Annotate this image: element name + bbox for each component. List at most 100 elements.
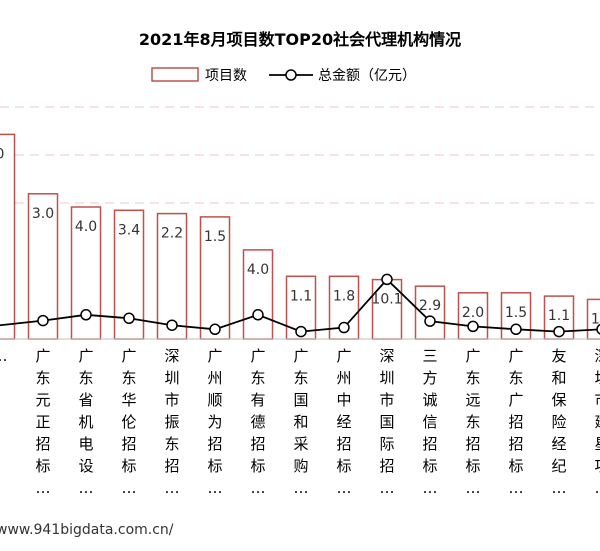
category-label-12-char-2: 东 xyxy=(465,369,480,387)
data-labels: 0 3.0 4.0 3.4 2.2 1.5 4.0 1.1 1.8 10.1 2.9 2.0 1.5 1.… xyxy=(0,146,600,327)
amount-marker-5 xyxy=(166,319,178,331)
category-label-11-char-4: 信 xyxy=(422,413,437,431)
category-label-8-char-5: 采 xyxy=(293,435,308,453)
category-label-7-char-1: 广 xyxy=(250,347,265,365)
category-label-9-char-5: 招 xyxy=(336,435,351,453)
category-label-4-char-6: 标 xyxy=(121,457,136,475)
category-label-10-char-7: … xyxy=(380,479,395,497)
category-label-7-char-3: 有 xyxy=(250,391,265,409)
category-label-3-char-6: 设 xyxy=(78,457,93,475)
category-label-12-char-3: 远 xyxy=(465,391,480,409)
amount-marker-7 xyxy=(252,309,264,321)
category-label-11-char-1: 三 xyxy=(422,347,437,365)
amount-line xyxy=(0,273,600,338)
data-label-6: 1.5 xyxy=(204,229,226,245)
category-label-14-char-7: … xyxy=(552,479,567,497)
category-label-10-char-5: 际 xyxy=(379,435,394,453)
category-label-14-char-3: 保 xyxy=(551,391,566,409)
category-label-3-char-4: 机 xyxy=(78,413,93,431)
category-labels: …广东元正招标…广东省机电设…广东华伦招标…深圳市振东招…广州顺为招标…广东有德… xyxy=(0,347,600,497)
category-label-2-char-2: 东 xyxy=(35,369,50,387)
category-label-13-char-3: 广 xyxy=(508,391,523,409)
category-label-13-char-4: 招 xyxy=(508,413,523,431)
amount-marker-15 xyxy=(596,323,600,335)
category-label-3-char-3: 省 xyxy=(78,391,93,409)
category-label-8-char-4: 和 xyxy=(293,413,308,431)
category-label-9-char-7: … xyxy=(337,479,352,497)
legend-bar-swatch xyxy=(151,67,199,82)
data-label-13: 1.5 xyxy=(505,305,527,321)
category-label-6-char-4: 为 xyxy=(207,413,222,431)
amount-marker-6 xyxy=(209,323,221,336)
category-label-14-char-6: 纪 xyxy=(551,457,566,475)
category-label-14-char-5: 经 xyxy=(551,435,566,453)
category-label-12-char-6: 标 xyxy=(465,457,480,475)
category-label-12-char-4: 东 xyxy=(465,413,480,431)
amount-marker-2 xyxy=(37,314,49,327)
category-label-13-char-7: … xyxy=(509,479,524,497)
data-label-4: 3.4 xyxy=(118,222,140,238)
category-label-2-char-5: 招 xyxy=(35,435,50,453)
amount-marker-9 xyxy=(338,321,350,334)
data-label-7: 4.0 xyxy=(247,262,269,278)
category-label-14-char-2: 和 xyxy=(551,369,566,387)
category-label-6-char-1: 广 xyxy=(207,347,222,365)
category-label-13-char-5: 招 xyxy=(508,435,523,453)
data-label-5: 2.2 xyxy=(161,226,183,242)
category-label-5-char-6: 招 xyxy=(164,457,179,475)
category-label-3-char-7: … xyxy=(79,479,94,497)
legend-line-label: 总金额（亿元） xyxy=(318,68,416,84)
category-label-5-char-7: … xyxy=(165,479,180,497)
bar-7 xyxy=(242,249,274,340)
amount-marker-4 xyxy=(123,312,135,325)
category-label-10-char-4: 国 xyxy=(379,413,394,431)
category-label-8-char-3: 国 xyxy=(293,391,308,409)
chart-title: 2021年8月项目数TOP20社会代理机构情况 xyxy=(139,30,461,49)
category-label-4-char-1: 广 xyxy=(121,347,136,365)
category-label-7-char-7: … xyxy=(251,479,266,497)
bar-2 xyxy=(27,193,59,340)
category-label-1-char-1: … xyxy=(0,347,8,365)
category-label-13-char-6: 标 xyxy=(508,457,523,475)
data-label-15: 1.5 xyxy=(591,311,600,327)
category-label-4-char-2: 东 xyxy=(121,369,136,387)
legend: 项目数 总金额（亿元） xyxy=(151,67,416,84)
category-label-10-char-6: 招 xyxy=(379,457,394,475)
category-label-8-char-1: 广 xyxy=(293,347,308,365)
category-label-14-char-4: 险 xyxy=(551,413,566,431)
category-label-15-char-6: 项 xyxy=(594,457,600,475)
category-label-4-char-4: 伦 xyxy=(121,413,136,431)
category-label-6-char-3: 顺 xyxy=(207,391,222,409)
category-label-2-char-4: 正 xyxy=(35,413,50,431)
bar-6 xyxy=(199,216,231,340)
category-label-7-char-6: 标 xyxy=(250,457,265,475)
category-label-10-char-1: 深 xyxy=(379,347,394,365)
category-label-3-char-5: 电 xyxy=(78,435,93,453)
category-label-12-char-1: 广 xyxy=(465,347,480,365)
amount-marker-12 xyxy=(467,320,479,333)
amount-marker-3 xyxy=(80,309,92,321)
category-label-11-char-2: 方 xyxy=(422,369,437,387)
category-label-2-char-3: 元 xyxy=(35,391,50,409)
category-label-11-char-3: 诚 xyxy=(422,391,437,409)
category-label-2-char-7: … xyxy=(36,479,51,497)
category-label-13-char-2: 东 xyxy=(508,369,523,387)
category-label-10-char-2: 圳 xyxy=(379,369,394,387)
category-label-9-char-6: 标 xyxy=(336,457,351,475)
category-label-8-char-2: 东 xyxy=(293,369,308,387)
category-label-15-char-7: … xyxy=(595,479,600,497)
category-label-2-char-6: 标 xyxy=(35,457,50,475)
data-label-11: 2.9 xyxy=(419,298,441,314)
legend-bar-label: 项目数 xyxy=(205,68,247,84)
category-label-4-char-5: 招 xyxy=(121,435,136,453)
bar-1 xyxy=(0,133,16,340)
category-label-3-char-1: 广 xyxy=(78,347,93,365)
category-label-7-char-5: 招 xyxy=(250,435,265,453)
category-label-5-char-4: 振 xyxy=(164,413,179,431)
category-label-8-char-7: … xyxy=(294,479,309,497)
category-label-15-char-5: 星 xyxy=(594,435,600,453)
category-label-15-char-2: 圳 xyxy=(594,369,600,387)
category-label-5-char-1: 深 xyxy=(164,347,179,365)
data-label-9: 1.8 xyxy=(333,288,355,304)
